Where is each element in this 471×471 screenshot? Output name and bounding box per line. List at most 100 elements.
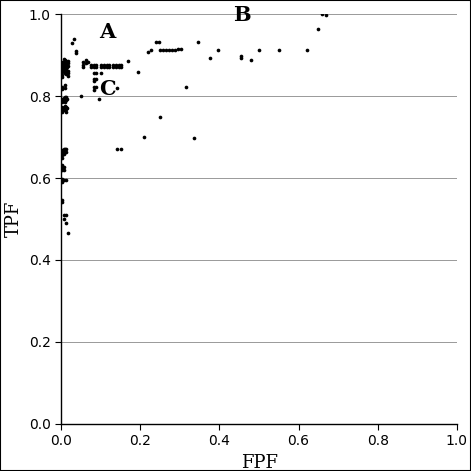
Point xyxy=(59,198,66,206)
Point xyxy=(106,61,113,68)
Point xyxy=(61,148,69,155)
Point xyxy=(60,148,67,155)
Point xyxy=(79,61,87,69)
Point xyxy=(115,61,122,68)
Point xyxy=(90,83,97,91)
Point xyxy=(77,92,85,100)
Point xyxy=(64,64,71,71)
Text: A: A xyxy=(99,22,115,41)
Point xyxy=(90,63,97,71)
Point xyxy=(79,59,87,66)
Point xyxy=(65,57,72,65)
Point xyxy=(97,69,105,76)
Point xyxy=(59,176,66,183)
Point xyxy=(79,64,87,71)
Text: C: C xyxy=(99,79,115,99)
Point xyxy=(61,62,69,69)
Point xyxy=(65,69,72,77)
Point xyxy=(59,151,66,159)
Point xyxy=(100,61,108,68)
Point xyxy=(61,96,69,103)
Point xyxy=(97,61,105,68)
Point xyxy=(60,97,67,105)
Point xyxy=(318,10,326,18)
Point xyxy=(92,63,100,71)
Point xyxy=(148,47,155,54)
Point xyxy=(303,47,310,54)
Point xyxy=(65,62,72,70)
Point xyxy=(117,146,124,153)
Point xyxy=(92,75,100,82)
Point xyxy=(60,176,67,184)
Point xyxy=(60,211,67,218)
Point xyxy=(95,95,103,103)
Point xyxy=(162,47,170,54)
Point xyxy=(82,59,89,67)
Point xyxy=(194,38,202,46)
Point xyxy=(97,63,105,71)
Point xyxy=(60,56,67,63)
Point xyxy=(118,63,125,71)
Point xyxy=(323,12,330,19)
Point xyxy=(60,65,67,73)
Point xyxy=(62,65,70,73)
Point xyxy=(156,114,164,121)
Point xyxy=(61,98,69,106)
Point xyxy=(65,67,72,74)
Point xyxy=(59,166,66,174)
Point xyxy=(62,57,70,65)
Point xyxy=(59,61,66,68)
Point xyxy=(62,148,70,155)
Point xyxy=(118,61,125,68)
Point xyxy=(61,64,69,72)
Point xyxy=(112,63,120,71)
Point xyxy=(59,163,66,171)
Point xyxy=(60,68,67,75)
Point xyxy=(61,57,69,64)
Point xyxy=(64,59,71,66)
Point xyxy=(62,67,70,75)
Point xyxy=(62,211,70,218)
Point xyxy=(61,59,69,67)
Point xyxy=(92,61,100,68)
Y-axis label: TPF: TPF xyxy=(5,201,23,237)
Point xyxy=(59,69,66,76)
Point xyxy=(255,47,263,54)
Point xyxy=(177,45,185,53)
Point xyxy=(65,229,72,236)
Point xyxy=(62,176,70,184)
Point xyxy=(61,105,69,113)
Point xyxy=(59,178,66,186)
Point xyxy=(69,39,76,47)
Point xyxy=(59,98,66,106)
Point xyxy=(90,78,97,85)
Point xyxy=(59,103,66,111)
Point xyxy=(59,108,66,116)
Point xyxy=(103,63,111,71)
Point xyxy=(61,84,69,92)
Point xyxy=(168,47,176,54)
Point xyxy=(59,71,66,79)
Point xyxy=(62,146,70,153)
Point xyxy=(275,47,283,54)
Point xyxy=(109,63,116,71)
Point xyxy=(182,83,190,91)
Point xyxy=(59,154,66,161)
Point xyxy=(73,49,80,57)
Point xyxy=(59,96,66,103)
Point xyxy=(59,85,66,93)
Point xyxy=(60,60,67,68)
Point xyxy=(59,65,66,73)
Point xyxy=(87,63,95,71)
Point xyxy=(59,73,66,81)
Point xyxy=(90,75,97,82)
Point xyxy=(60,106,67,114)
Point xyxy=(103,61,111,68)
Point xyxy=(113,84,121,92)
Point xyxy=(61,81,69,89)
Point xyxy=(61,69,69,76)
Point xyxy=(206,55,213,62)
Point xyxy=(237,53,245,60)
Point xyxy=(92,69,100,76)
Point xyxy=(87,61,95,68)
